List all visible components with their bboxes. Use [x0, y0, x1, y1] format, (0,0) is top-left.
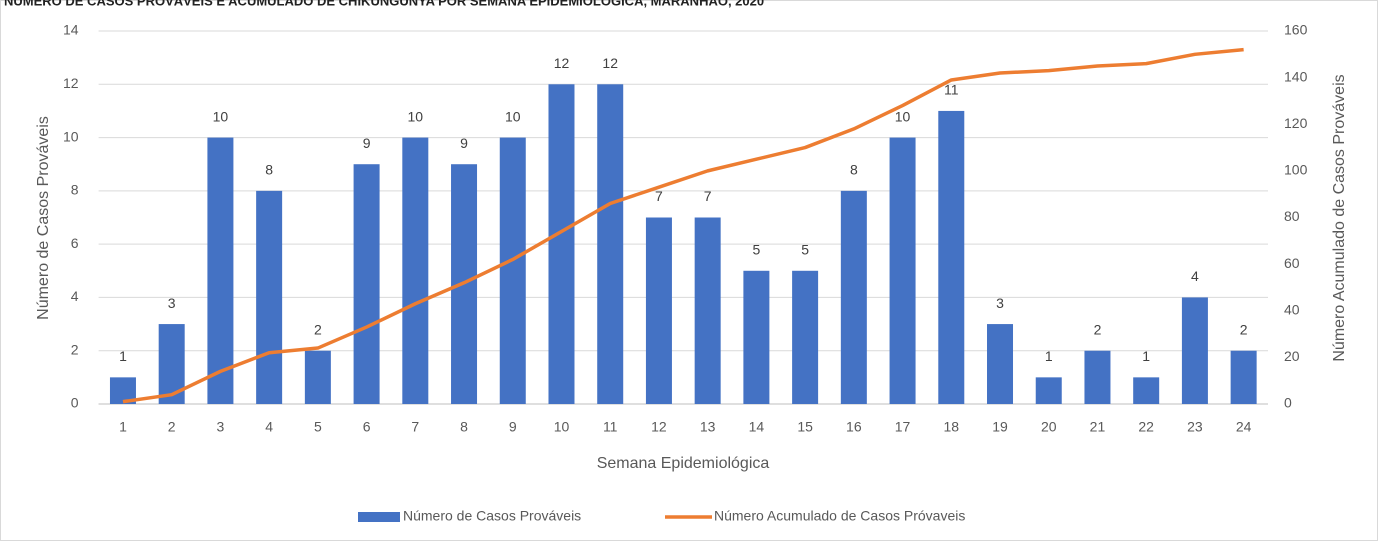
x-tick-label: 14	[749, 419, 765, 435]
x-tick-label: 4	[265, 419, 273, 435]
data-label: 1	[1045, 348, 1053, 364]
data-label: 10	[505, 108, 521, 124]
x-tick-label: 19	[992, 419, 1008, 435]
x-tick-label: 1	[119, 419, 127, 435]
bar	[987, 324, 1014, 404]
data-label: 5	[801, 241, 809, 257]
x-tick-label: 9	[509, 419, 517, 435]
x-tick-label: 15	[797, 419, 813, 435]
x-tick-label: 12	[651, 419, 667, 435]
y2-tick-label: 120	[1284, 115, 1308, 131]
y-axis-title: Número de Casos Prováveis	[35, 116, 52, 320]
y2-axis-title: Número Acumulado de Casos Prováveis	[1331, 74, 1348, 361]
x-tick-label: 2	[168, 419, 176, 435]
x-tick-label: 23	[1187, 419, 1203, 435]
y-tick-label: 12	[63, 75, 79, 91]
chart-title: NÚMERO DE CASOS PROVÁVEIS E ACUMULADO DE…	[4, 0, 764, 8]
bar	[889, 137, 916, 405]
y2-tick-label: 60	[1284, 255, 1300, 271]
x-tick-label: 16	[846, 419, 862, 435]
bar	[207, 137, 234, 405]
y-tick-label: 0	[71, 395, 79, 411]
y-tick-label: 8	[71, 182, 79, 198]
data-label: 3	[996, 295, 1004, 311]
data-label: 12	[602, 55, 618, 71]
bar	[402, 137, 429, 405]
legend-label: Número de Casos Prováveis	[403, 508, 581, 524]
x-tick-label: 3	[217, 419, 225, 435]
bar	[1084, 350, 1111, 404]
data-label: 1	[119, 348, 127, 364]
data-label: 10	[213, 108, 229, 124]
data-label: 10	[895, 108, 911, 124]
y2-tick-label: 20	[1284, 348, 1300, 364]
data-label: 9	[460, 135, 468, 151]
bar	[792, 270, 819, 404]
data-label: 8	[850, 162, 858, 178]
legend-label: Número Acumulado de Casos Próvaveis	[714, 508, 965, 524]
x-tick-label: 17	[895, 419, 911, 435]
bar	[645, 217, 672, 404]
x-axis-title: Semana Epidemiológica	[597, 455, 770, 472]
x-tick-label: 20	[1041, 419, 1057, 435]
data-label: 1	[1142, 348, 1150, 364]
y2-tick-label: 40	[1284, 301, 1300, 317]
y2-tick-label: 160	[1284, 22, 1308, 38]
data-label: 12	[554, 55, 570, 71]
y-tick-label: 10	[63, 128, 79, 144]
y-tick-label: 4	[71, 288, 79, 304]
bar	[548, 84, 575, 405]
bar	[499, 137, 526, 405]
data-label: 5	[752, 241, 760, 257]
data-label: 8	[265, 162, 273, 178]
bar	[743, 270, 770, 404]
x-tick-label: 6	[363, 419, 371, 435]
line-series	[122, 47, 1244, 404]
y-tick-label: 2	[71, 341, 79, 357]
x-tick-label: 22	[1138, 419, 1154, 435]
x-tick-label: 7	[411, 419, 419, 435]
bar	[694, 217, 721, 404]
x-tick-label: 21	[1090, 419, 1106, 435]
data-label: 3	[168, 295, 176, 311]
y2-tick-label: 0	[1284, 395, 1292, 411]
x-tick-label: 11	[603, 419, 618, 435]
legend-swatch	[358, 512, 400, 522]
data-label: 2	[1240, 321, 1248, 337]
x-tick-label: 24	[1236, 419, 1252, 435]
x-tick-label: 10	[554, 419, 570, 435]
bar	[256, 190, 283, 404]
x-tick-label: 18	[943, 419, 959, 435]
data-label: 7	[704, 188, 712, 204]
y2-tick-label: 140	[1284, 68, 1308, 84]
x-tick-label: 13	[700, 419, 716, 435]
data-label: 4	[1191, 268, 1199, 284]
y2-tick-label: 80	[1284, 208, 1300, 224]
bar	[938, 110, 965, 404]
y-tick-label: 6	[71, 235, 79, 251]
bar	[304, 350, 331, 404]
bar	[840, 190, 867, 404]
bar	[1230, 350, 1257, 404]
bar	[1133, 377, 1160, 404]
x-tick-label: 5	[314, 419, 322, 435]
y2-tick-label: 100	[1284, 162, 1308, 178]
data-label: 2	[1094, 321, 1102, 337]
bar	[1035, 377, 1062, 404]
data-label: 11	[944, 82, 959, 98]
data-label: 2	[314, 321, 322, 337]
data-label: 10	[408, 108, 424, 124]
y-tick-label: 14	[63, 22, 79, 38]
x-tick-label: 8	[460, 419, 468, 435]
data-label: 9	[363, 135, 371, 151]
bar	[353, 164, 380, 404]
bar	[1181, 297, 1208, 404]
data-label: 7	[655, 188, 663, 204]
bar	[597, 84, 624, 405]
